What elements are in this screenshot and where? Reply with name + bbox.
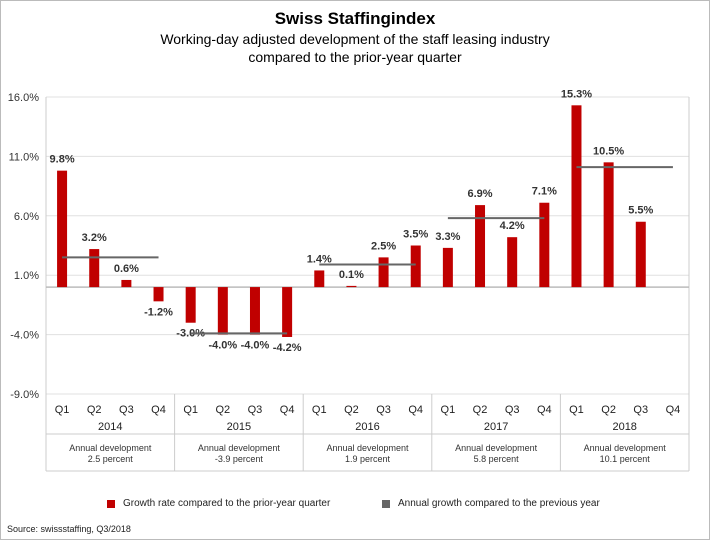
- data-label: 0.1%: [339, 269, 364, 281]
- bar: [249, 287, 260, 335]
- y-tick-label: 16.0%: [8, 92, 39, 104]
- quarter-label: Q1: [312, 404, 327, 416]
- quarter-label: Q3: [376, 404, 391, 416]
- quarter-label: Q1: [569, 404, 584, 416]
- quarter-label: Q2: [215, 404, 230, 416]
- chart-title: Swiss Staffingindex: [274, 9, 436, 28]
- year-label: 2016: [355, 421, 379, 433]
- quarter-label: Q1: [55, 404, 70, 416]
- data-label: 6.9%: [467, 188, 492, 200]
- annual-row-value: 2.5 percent: [88, 454, 134, 464]
- year-label: 2017: [484, 421, 508, 433]
- data-label: 4.2%: [500, 220, 525, 232]
- annual-row-value: 1.9 percent: [345, 454, 391, 464]
- y-tick-label: -9.0%: [10, 389, 39, 401]
- bar: [507, 237, 518, 288]
- data-label: 9.8%: [50, 154, 75, 166]
- bar: [217, 287, 228, 335]
- year-label: 2014: [98, 421, 122, 433]
- bar: [314, 270, 325, 288]
- bar: [121, 279, 132, 288]
- annual-row-label: Annual development: [455, 443, 538, 453]
- y-tick-label: -4.0%: [10, 330, 39, 342]
- bar: [185, 287, 196, 323]
- quarter-label: Q3: [505, 404, 520, 416]
- legend-swatch-red: [107, 499, 115, 508]
- data-label: 3.5%: [403, 229, 428, 241]
- bar: [378, 257, 389, 288]
- data-label: 5.5%: [628, 205, 653, 217]
- quarter-label: Q4: [408, 404, 423, 416]
- bar: [89, 249, 100, 288]
- chart-subtitle-line1: Working-day adjusted development of the …: [160, 31, 550, 47]
- year-label: 2015: [227, 421, 251, 433]
- data-label: 1.4%: [307, 253, 332, 265]
- data-label: 10.5%: [593, 145, 624, 157]
- bar: [635, 221, 646, 288]
- data-label: 7.1%: [532, 186, 557, 198]
- quarter-label: Q4: [151, 404, 166, 416]
- annual-row-label: Annual development: [69, 443, 152, 453]
- y-tick-label: 11.0%: [9, 151, 40, 163]
- legend-item-annual: Annual growth compared to the previous y…: [382, 498, 600, 509]
- data-label: 15.3%: [561, 88, 592, 100]
- bar: [603, 162, 614, 288]
- bar: [539, 202, 550, 288]
- legend-item-growth: Growth rate compared to the prior-year q…: [107, 498, 330, 509]
- quarter-label: Q2: [601, 404, 616, 416]
- data-label: -1.2%: [144, 306, 173, 318]
- source-note: Source: swissstaffing, Q3/2018: [7, 524, 131, 534]
- data-label: -4.2%: [273, 342, 302, 354]
- annual-row-value: 10.1 percent: [600, 454, 651, 464]
- y-tick-label: 6.0%: [14, 211, 39, 223]
- quarter-label: Q2: [87, 404, 102, 416]
- annual-row-label: Annual development: [584, 443, 667, 453]
- quarter-label: Q4: [280, 404, 295, 416]
- bar: [475, 205, 486, 288]
- quarter-label: Q1: [183, 404, 198, 416]
- chart-subtitle-line2: compared to the prior-year quarter: [248, 49, 462, 65]
- bar: [410, 245, 421, 288]
- year-label: 2018: [612, 421, 636, 433]
- bar: [282, 287, 293, 337]
- annual-row-value: 5.8 percent: [474, 454, 520, 464]
- data-label: 3.2%: [82, 232, 107, 244]
- y-tick-label: 1.0%: [14, 270, 39, 282]
- data-label: 0.6%: [114, 263, 139, 275]
- quarter-label: Q2: [473, 404, 488, 416]
- quarter-label: Q2: [344, 404, 359, 416]
- bar: [442, 247, 453, 288]
- quarter-label: Q4: [666, 404, 681, 416]
- data-label: -4.0%: [208, 340, 237, 352]
- annual-row-label: Annual development: [326, 443, 409, 453]
- annual-row-value: -3.9 percent: [215, 454, 264, 464]
- data-label: 3.3%: [435, 231, 460, 243]
- bar: [57, 170, 68, 288]
- bar: [346, 285, 357, 288]
- annual-row-label: Annual development: [198, 443, 281, 453]
- data-label: -4.0%: [241, 340, 270, 352]
- bar: [153, 287, 164, 302]
- quarter-label: Q1: [441, 404, 456, 416]
- legend-label: Growth rate compared to the prior-year q…: [123, 498, 331, 509]
- data-label: 2.5%: [371, 240, 396, 252]
- quarter-label: Q4: [537, 404, 552, 416]
- bar: [571, 105, 582, 288]
- legend-label: Annual growth compared to the previous y…: [398, 498, 600, 509]
- quarter-label: Q3: [248, 404, 263, 416]
- quarter-label: Q3: [633, 404, 648, 416]
- quarter-label: Q3: [119, 404, 134, 416]
- legend-swatch-gray: [382, 499, 390, 508]
